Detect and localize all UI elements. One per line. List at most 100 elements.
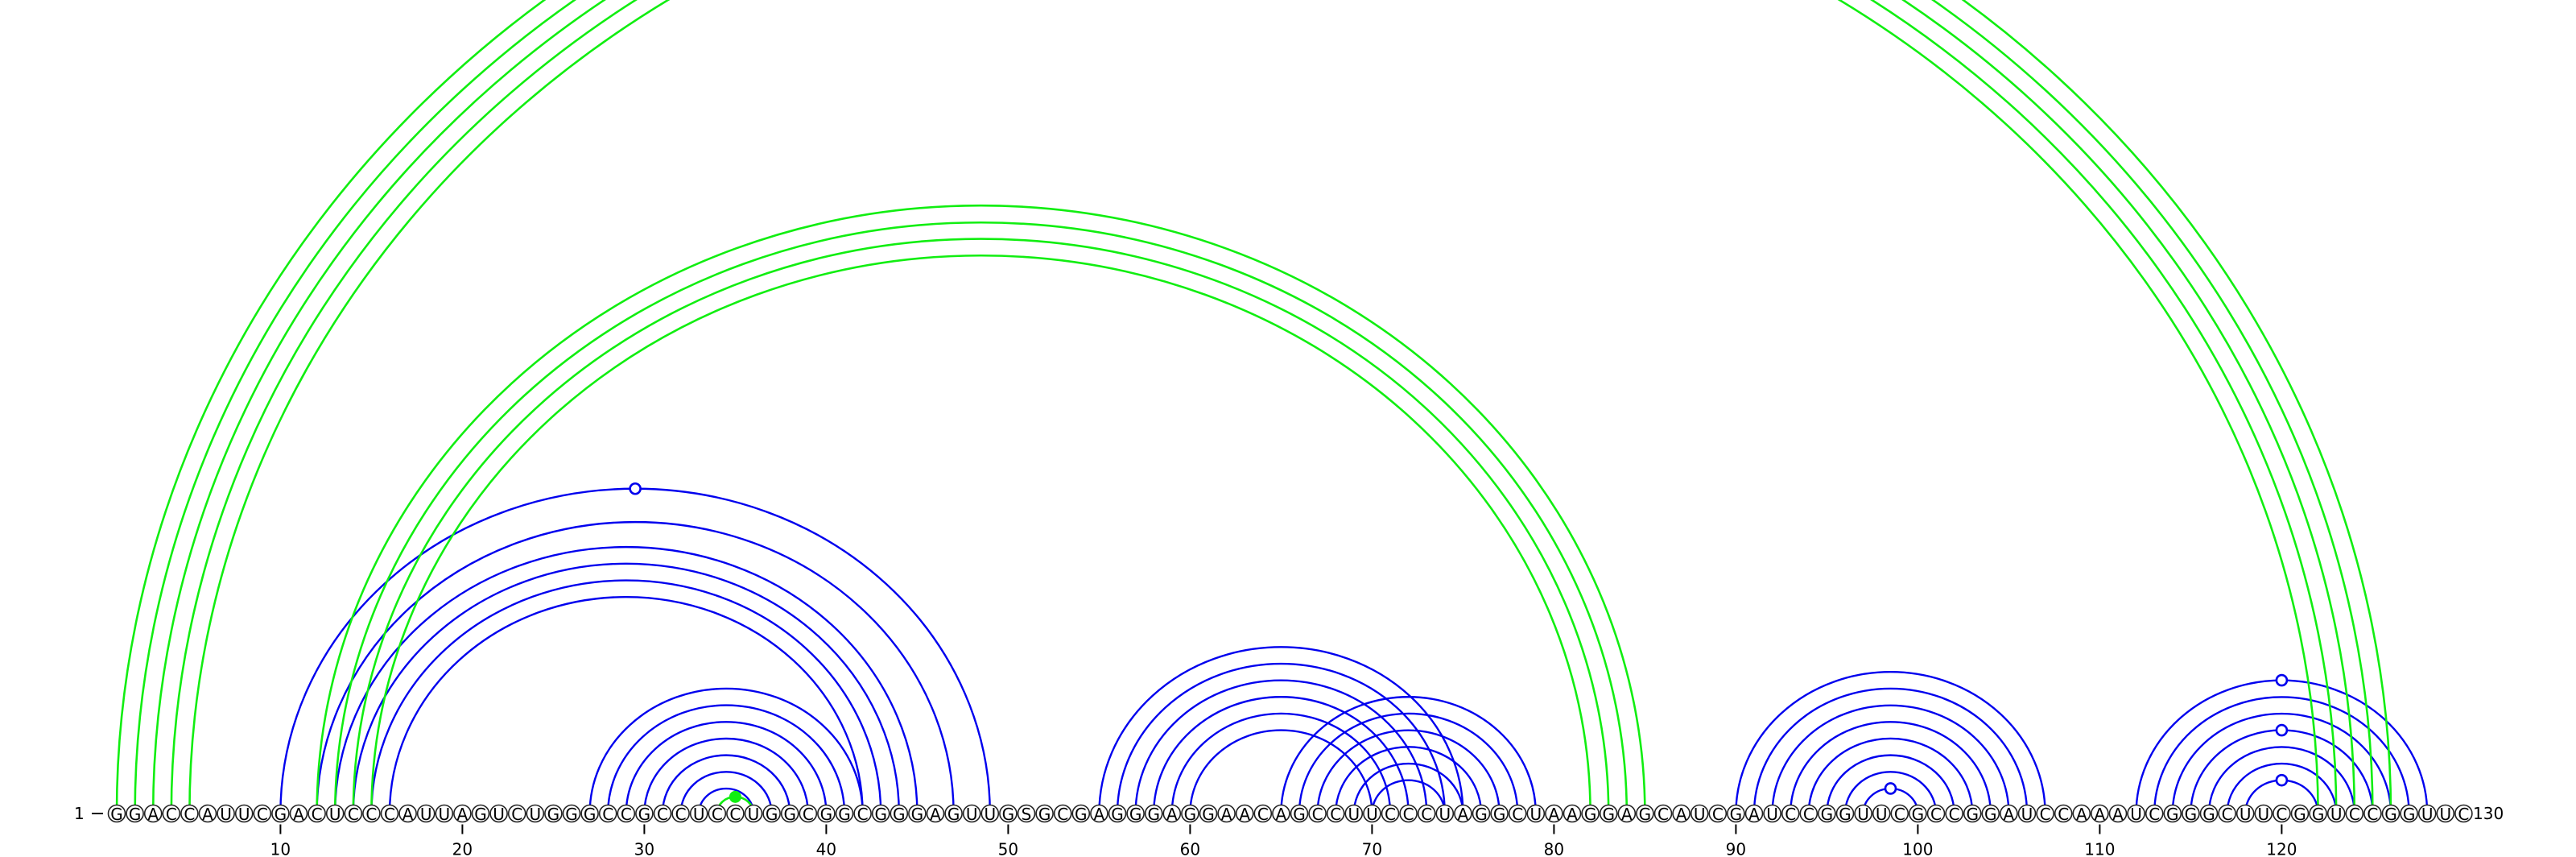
nucleotide: U bbox=[2254, 804, 2273, 824]
nucleotide: U bbox=[980, 804, 1000, 824]
nucleotide: C bbox=[598, 804, 617, 824]
nucleotide: G bbox=[1599, 804, 1618, 824]
nucleotide-letter: G bbox=[1002, 805, 1015, 824]
nucleotide-circle bbox=[962, 804, 981, 823]
base-pair-arc-blue bbox=[1790, 721, 1992, 814]
nucleotide-letter: A bbox=[1748, 805, 1760, 824]
nucleotide-circle bbox=[871, 804, 890, 823]
nucleotide-circle bbox=[2054, 804, 2073, 823]
nucleotide-circle bbox=[1217, 804, 1236, 823]
nucleotide: C bbox=[2036, 804, 2054, 824]
base-pair-arc-blue bbox=[1843, 771, 1938, 814]
nucleotide-letter: G bbox=[820, 805, 833, 824]
nucleotide-circle bbox=[2072, 804, 2091, 823]
nucleotide: G bbox=[2182, 804, 2200, 824]
nucleotide-letter: C bbox=[1330, 805, 1341, 824]
nucleotide: A bbox=[2091, 804, 2109, 824]
nucleotide: A bbox=[289, 804, 308, 824]
nucleotide-circle bbox=[253, 804, 272, 823]
arc-layer bbox=[115, 0, 2429, 814]
nucleotide-circle bbox=[1563, 804, 1582, 823]
base-pair-arc-blue bbox=[1298, 712, 1519, 814]
base-pair-arc-green bbox=[352, 238, 1610, 814]
nucleotide: A bbox=[143, 804, 163, 824]
base-pair-arc-blue bbox=[625, 721, 828, 814]
nucleotide-letter: A bbox=[1166, 805, 1178, 824]
nucleotide: U bbox=[2017, 804, 2037, 824]
nucleotide-circle bbox=[1035, 804, 1054, 823]
base-pair-arc-blue bbox=[588, 687, 864, 814]
nucleotide-circle bbox=[1599, 804, 1618, 823]
nucleotide-circle bbox=[980, 804, 1000, 823]
nucleotide-circle bbox=[2436, 804, 2455, 823]
nucleotide: G bbox=[2199, 804, 2219, 824]
nucleotide-circle bbox=[289, 804, 308, 823]
nucleotide-letter: C bbox=[384, 805, 395, 824]
base-pair-arc-blue bbox=[1189, 729, 1373, 814]
nucleotide: U bbox=[1526, 804, 1546, 824]
nucleotide-letter: C bbox=[1930, 805, 1942, 824]
nucleotide: A bbox=[1454, 804, 1472, 824]
nucleotide-circle bbox=[1490, 804, 1509, 823]
nucleotide-letter: C bbox=[365, 805, 377, 824]
nucleotide: A bbox=[1545, 804, 1563, 824]
nucleotide: G bbox=[2163, 804, 2182, 824]
nucleotide-circle bbox=[1235, 804, 1254, 823]
nucleotide-letter: G bbox=[893, 805, 906, 824]
nucleotide-circle bbox=[1108, 804, 1127, 823]
nucleotide-letter: U bbox=[1366, 805, 1378, 824]
sequence-end-label: 130 bbox=[2473, 804, 2504, 823]
nucleotide-letter: U bbox=[1530, 805, 1542, 824]
nucleotide: A bbox=[2072, 804, 2091, 824]
nucleotide-letter: G bbox=[1111, 805, 1124, 824]
nucleotide: C bbox=[708, 804, 727, 824]
nucleotide-circle bbox=[1890, 804, 1909, 823]
nucleotide: C bbox=[344, 804, 363, 824]
nucleotide: U bbox=[435, 804, 454, 824]
nucleotide-circle bbox=[1799, 804, 1818, 823]
nucleotide-circle bbox=[1454, 804, 1472, 823]
nucleotide: G bbox=[890, 804, 909, 824]
nucleotide-letter: G bbox=[584, 805, 597, 824]
nucleotide: U bbox=[2436, 804, 2455, 824]
nucleotide-letter: C bbox=[184, 805, 195, 824]
nucleotide: G bbox=[1035, 804, 1054, 824]
nucleotide-circle bbox=[944, 804, 963, 823]
axis-tick-label: 10 bbox=[270, 840, 291, 857]
nucleotide: C bbox=[1799, 804, 1818, 824]
nucleotide-circle bbox=[1381, 804, 1400, 823]
nucleotide-circle bbox=[1727, 804, 1745, 823]
nucleotide-letter: C bbox=[2367, 805, 2378, 824]
nucleotide-letter: G bbox=[1147, 805, 1160, 824]
nucleotide: G bbox=[944, 804, 963, 824]
nucleotide-letter: G bbox=[638, 805, 651, 824]
nucleotide-letter: U bbox=[2240, 805, 2252, 824]
nucleotide: G bbox=[1490, 804, 1509, 824]
nucleotide-letter: G bbox=[911, 805, 924, 824]
nucleotide-letter: G bbox=[1293, 805, 1306, 824]
base-pair-arc-green bbox=[134, 0, 2374, 814]
axis-tick-label: 110 bbox=[2084, 840, 2115, 857]
nucleotide: C bbox=[180, 804, 199, 824]
nucleotide: G bbox=[2290, 804, 2310, 824]
nucleotide: G bbox=[544, 804, 563, 824]
nucleotide-letter: C bbox=[1257, 805, 1269, 824]
nucleotide-letter: G bbox=[2185, 805, 2198, 824]
nucleotide-letter: U bbox=[748, 805, 760, 824]
nucleotide: C bbox=[2345, 804, 2364, 824]
nucleotide-circle bbox=[198, 804, 217, 823]
nucleotide-circle bbox=[999, 804, 1018, 823]
sequence-start-label: 1 bbox=[74, 804, 85, 823]
nucleotide-circle bbox=[234, 804, 254, 823]
nucleotide: U bbox=[325, 804, 345, 824]
nucleotide-letter: U bbox=[984, 805, 996, 824]
nucleotide-circle bbox=[2218, 804, 2236, 823]
open-arc-marker bbox=[2275, 673, 2289, 687]
nucleotide: G bbox=[835, 804, 854, 824]
nucleotide-circle bbox=[1417, 804, 1436, 823]
nucleotide-circle bbox=[2108, 804, 2128, 823]
base-pair-arc-blue bbox=[2207, 746, 2355, 814]
nucleotide-letter: G bbox=[783, 805, 796, 824]
axis-tick-label: 60 bbox=[1180, 840, 1200, 857]
open-arc-marker bbox=[1884, 782, 1897, 795]
